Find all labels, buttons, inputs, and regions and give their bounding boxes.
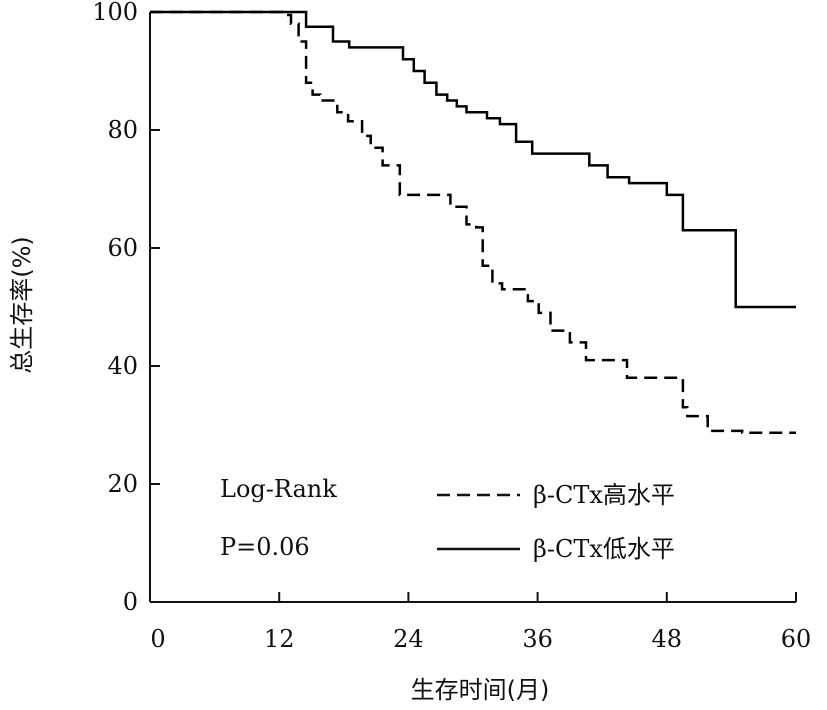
y-tick-label: 40 — [107, 352, 138, 380]
x-axis-title: 生存时间(月) — [411, 676, 550, 704]
p-value-label: P=0.06 — [220, 533, 310, 561]
curve-high-level — [150, 10, 796, 434]
x-tick-label: 60 — [781, 625, 812, 653]
y-tick-label: 0 — [123, 588, 138, 616]
curve-low-level — [150, 10, 796, 309]
y-tick-label: 20 — [107, 470, 138, 498]
log-rank-label: Log-Rank — [220, 475, 337, 503]
legend-label-low: β-CTx低水平 — [533, 535, 675, 563]
x-tick-label: 48 — [652, 625, 683, 653]
x-tick-label: 0 — [150, 625, 165, 653]
x-tick-label: 12 — [264, 625, 295, 653]
x-tick-label: 36 — [522, 625, 553, 653]
y-axis-title: 总生存率(%) — [8, 236, 36, 374]
y-tick-label: 80 — [107, 116, 138, 144]
survival-curves — [150, 10, 796, 434]
x-ticks: 0 12 24 36 48 60 — [149, 592, 812, 653]
y-tick-label: 100 — [92, 0, 138, 26]
legend-label-high: β-CTx高水平 — [533, 481, 675, 509]
y-tick-label: 60 — [107, 234, 138, 262]
y-ticks: 0 20 40 60 80 100 — [92, 0, 160, 616]
legend: β-CTx高水平 β-CTx低水平 — [437, 481, 675, 563]
x-tick-label: 24 — [393, 625, 424, 653]
